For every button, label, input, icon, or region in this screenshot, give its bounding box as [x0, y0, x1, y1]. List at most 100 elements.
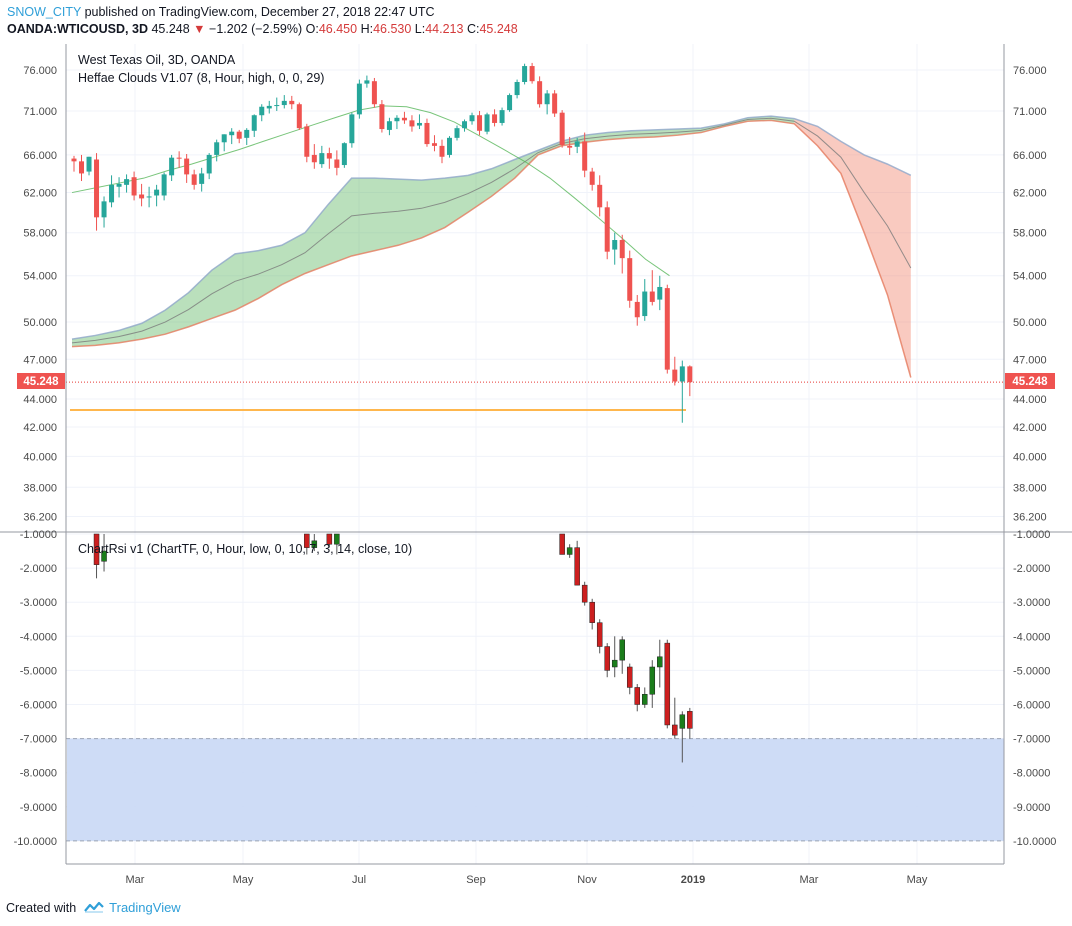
candle-body	[206, 154, 212, 174]
osc-body	[566, 547, 573, 555]
low-label: L:	[414, 22, 426, 36]
open-value: 46.450	[318, 22, 358, 36]
osc-body	[334, 533, 340, 545]
price-label-right: 45.248	[1005, 373, 1055, 389]
time-tick: Nov	[577, 874, 597, 886]
osc-body	[93, 533, 100, 565]
osc-tick-right: -1.0000	[1013, 529, 1050, 541]
candle-body	[281, 100, 287, 106]
osc-tick-left: -9.0000	[20, 802, 57, 814]
price-tick-right: 71.000	[1013, 106, 1047, 118]
time-tick: 2019	[681, 874, 705, 886]
price-tick-left: 36.200	[23, 511, 57, 523]
footer: Created with TradingView	[6, 900, 181, 916]
price-tick-right: 44.000	[1013, 394, 1047, 406]
chart-title: West Texas Oil, 3D, OANDA	[78, 53, 236, 67]
osc-body	[619, 639, 625, 661]
osc-body	[581, 584, 588, 603]
osc-tick-left: -5.0000	[20, 665, 57, 677]
time-tick: Mar	[800, 874, 819, 886]
candle-body	[537, 81, 543, 105]
osc-body	[611, 659, 618, 668]
candle-body	[679, 366, 685, 382]
osc-tick-right: -2.0000	[1013, 563, 1050, 575]
candle-body	[251, 115, 257, 131]
candle-body	[244, 129, 250, 138]
time-tick: May	[233, 874, 254, 886]
candle-body	[582, 141, 588, 171]
osc-tick-right: -3.0000	[1013, 597, 1050, 609]
osc-body	[304, 533, 310, 548]
candle-body	[559, 112, 565, 145]
osc-body	[687, 711, 693, 729]
cloud-lower-line	[71, 119, 912, 378]
published-text: published on TradingView.com, December 2…	[84, 5, 435, 19]
osc-tick-left: -1.0000	[20, 529, 57, 541]
candle-body	[184, 158, 190, 175]
candle-body	[514, 81, 520, 96]
candle-body	[431, 143, 437, 146]
price-tick-left: 62.000	[23, 188, 57, 200]
candle-body	[146, 196, 152, 198]
candle-body	[649, 291, 655, 302]
oscillator-candles	[93, 533, 693, 763]
candle-body	[462, 121, 468, 129]
osc-body	[326, 533, 333, 545]
tradingview-link[interactable]: TradingView	[109, 900, 181, 915]
candle-body	[612, 240, 618, 250]
candle-body	[304, 126, 310, 157]
price-tick-left: 40.000	[23, 451, 57, 463]
candle-body	[379, 104, 385, 130]
candle-body	[326, 153, 332, 159]
candle-body	[221, 134, 227, 143]
cloud-mid-line	[71, 117, 912, 344]
candle-body	[634, 301, 640, 318]
candle-body	[214, 142, 220, 155]
candle-body	[131, 177, 137, 196]
osc-tick-left: -10.0000	[14, 836, 57, 848]
candle-body	[439, 145, 445, 157]
candle-body	[124, 179, 130, 185]
low-value: 44.213	[425, 22, 464, 36]
osc-tick-right: -5.0000	[1013, 665, 1050, 677]
osc-tick-left: -3.0000	[20, 597, 57, 609]
chart-area[interactable]: 76.000 76.000 71.000 71.000 66.000 66.000 62.0…	[0, 40, 1072, 896]
candle-body	[229, 131, 235, 136]
osc-body	[596, 622, 603, 647]
candle-body	[356, 83, 362, 115]
candle-body	[319, 153, 325, 165]
price-tick-right: 36.200	[1013, 511, 1047, 523]
candle-body	[642, 291, 648, 317]
candle-body	[589, 171, 595, 185]
rsi-legend[interactable]: ChartRsi v1 (ChartTF, 0, Hour, low, 0, 1…	[78, 542, 412, 556]
osc-body	[589, 601, 595, 623]
osc-body	[574, 547, 580, 586]
osc-body	[664, 642, 671, 726]
symbol-line: OANDA:WTICOUSD, 3D 45.248 ▼ −1.202 (−2.5…	[7, 22, 518, 36]
candle-body	[454, 128, 460, 138]
candle-body	[289, 100, 295, 105]
candle-body	[544, 93, 550, 105]
price-label-left: 45.248	[17, 373, 65, 389]
candle-body	[477, 115, 483, 131]
osc-tick-right: -10.0000	[1013, 836, 1056, 848]
high-label: H:	[360, 22, 374, 36]
candle-body	[199, 173, 205, 184]
open-label: O:	[305, 22, 319, 36]
author-link[interactable]: SNOW_CITY	[7, 5, 82, 19]
oversold-band	[67, 738, 1004, 841]
candle-body	[522, 66, 528, 82]
candle-body	[529, 66, 535, 82]
osc-body	[634, 687, 640, 705]
osc-body	[626, 666, 633, 688]
price-tick-left: 76.000	[23, 65, 57, 77]
indicator-legend[interactable]: Heffae Clouds V1.07 (8, Hour, high, 0, 0…	[78, 71, 324, 85]
price-tick-left: 50.000	[23, 317, 57, 329]
price-tick-left: 66.000	[23, 150, 57, 162]
close-label: C:	[466, 22, 480, 36]
time-tick: May	[907, 874, 928, 886]
candle-body	[169, 157, 175, 176]
candle-body	[101, 201, 107, 218]
price-tick-left: 38.000	[23, 482, 57, 494]
candle-body	[161, 174, 167, 196]
